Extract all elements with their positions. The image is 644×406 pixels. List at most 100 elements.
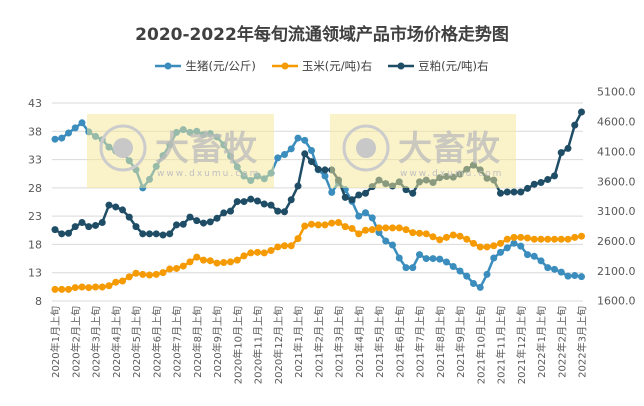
x-tick-label: 2022年2月上旬	[555, 306, 568, 378]
data-point	[281, 150, 288, 158]
data-point	[537, 235, 545, 243]
data-point	[267, 247, 275, 255]
data-point	[524, 184, 531, 192]
data-point	[524, 251, 531, 259]
data-point	[220, 258, 228, 266]
x-tick-label: 2021年6月上旬	[393, 306, 406, 378]
data-point	[476, 243, 484, 251]
left-tick-label: 38	[28, 125, 42, 138]
data-point	[362, 226, 369, 234]
data-point	[186, 258, 194, 266]
data-point	[524, 234, 531, 242]
data-point	[179, 220, 187, 228]
data-point	[314, 221, 322, 229]
data-point	[490, 254, 498, 262]
data-point	[382, 237, 390, 245]
data-point	[483, 243, 491, 251]
data-point	[443, 233, 450, 241]
data-point	[301, 150, 309, 158]
legend-label: 生猪(元/公斤)	[185, 59, 256, 73]
data-point	[551, 235, 558, 243]
legend-marker-soymeal	[388, 62, 415, 70]
data-point	[200, 256, 207, 264]
x-tick-label: 2020年12月上旬	[272, 306, 285, 384]
data-point	[510, 233, 518, 241]
data-point	[463, 272, 471, 280]
watermark-logo-dot	[113, 138, 133, 158]
legend-item-corn: 玉米(元/吨)右	[271, 58, 373, 74]
data-point	[166, 230, 174, 238]
data-point	[368, 214, 376, 222]
data-point	[348, 224, 356, 232]
legend-item-pig: 生猪(元/公斤)	[155, 58, 256, 74]
data-point	[132, 269, 140, 277]
x-tick-label: 2020年2月上旬	[69, 306, 82, 378]
x-tick-label: 2020年10月上旬	[231, 306, 244, 384]
data-point	[213, 214, 221, 222]
data-point	[416, 229, 423, 237]
data-point	[227, 258, 234, 266]
data-point	[314, 165, 322, 173]
data-point	[119, 277, 126, 285]
data-point	[274, 154, 282, 162]
data-point	[308, 220, 315, 228]
data-point	[409, 189, 417, 197]
data-point	[382, 224, 390, 232]
data-point	[58, 230, 66, 238]
x-tick-label: 2021年10月上旬	[474, 306, 487, 384]
data-point	[78, 119, 86, 127]
data-point	[125, 273, 133, 281]
data-point	[206, 218, 214, 226]
data-point	[247, 195, 255, 203]
data-point	[530, 180, 538, 188]
data-point	[159, 269, 167, 277]
data-point	[281, 208, 288, 216]
data-point	[503, 235, 511, 243]
data-point	[497, 189, 504, 197]
data-point	[395, 254, 403, 262]
right-tick-label: 2100.0	[597, 265, 636, 278]
legend: 生猪(元/公斤) 玉米(元/吨)右 豆粕(元/吨)右	[0, 58, 644, 74]
data-point	[456, 232, 464, 240]
data-point	[227, 207, 234, 215]
data-point	[341, 193, 349, 201]
legend-marker-corn	[271, 62, 298, 70]
data-point	[402, 264, 410, 272]
data-point	[146, 230, 153, 238]
series-1	[51, 218, 585, 293]
data-point	[510, 239, 518, 247]
data-point	[557, 235, 565, 243]
data-point	[213, 259, 221, 267]
data-point	[173, 221, 180, 229]
data-point	[260, 200, 268, 208]
data-point	[287, 196, 295, 204]
data-point	[267, 201, 275, 209]
data-point	[186, 213, 194, 221]
legend-label: 玉米(元/吨)右	[301, 59, 373, 73]
data-point	[436, 236, 444, 244]
legend-label: 豆粕(元/吨)右	[418, 59, 489, 73]
data-point	[233, 198, 241, 206]
watermark-site: www.dxumu.com	[400, 169, 503, 179]
data-point	[65, 129, 72, 137]
watermark-brand: 大畜牧	[398, 129, 501, 169]
data-point	[119, 206, 126, 214]
data-point	[449, 262, 457, 270]
data-point	[65, 229, 72, 237]
data-point	[348, 196, 356, 204]
data-point	[301, 136, 309, 144]
data-point	[564, 144, 572, 152]
x-tick-label: 2021年9月上旬	[454, 306, 467, 378]
x-tick-label: 2021年7月上旬	[414, 306, 427, 378]
left-tick-label: 43	[28, 97, 42, 110]
data-point	[233, 256, 241, 264]
x-tick-label: 2020年3月上旬	[90, 306, 103, 378]
data-point	[281, 242, 288, 250]
data-point	[429, 255, 437, 263]
data-point	[166, 265, 174, 273]
x-tick-label: 2021年3月上旬	[333, 306, 346, 378]
data-point	[355, 212, 363, 220]
watermark-site: www.dxumu.com	[157, 169, 260, 179]
data-point	[368, 226, 376, 234]
